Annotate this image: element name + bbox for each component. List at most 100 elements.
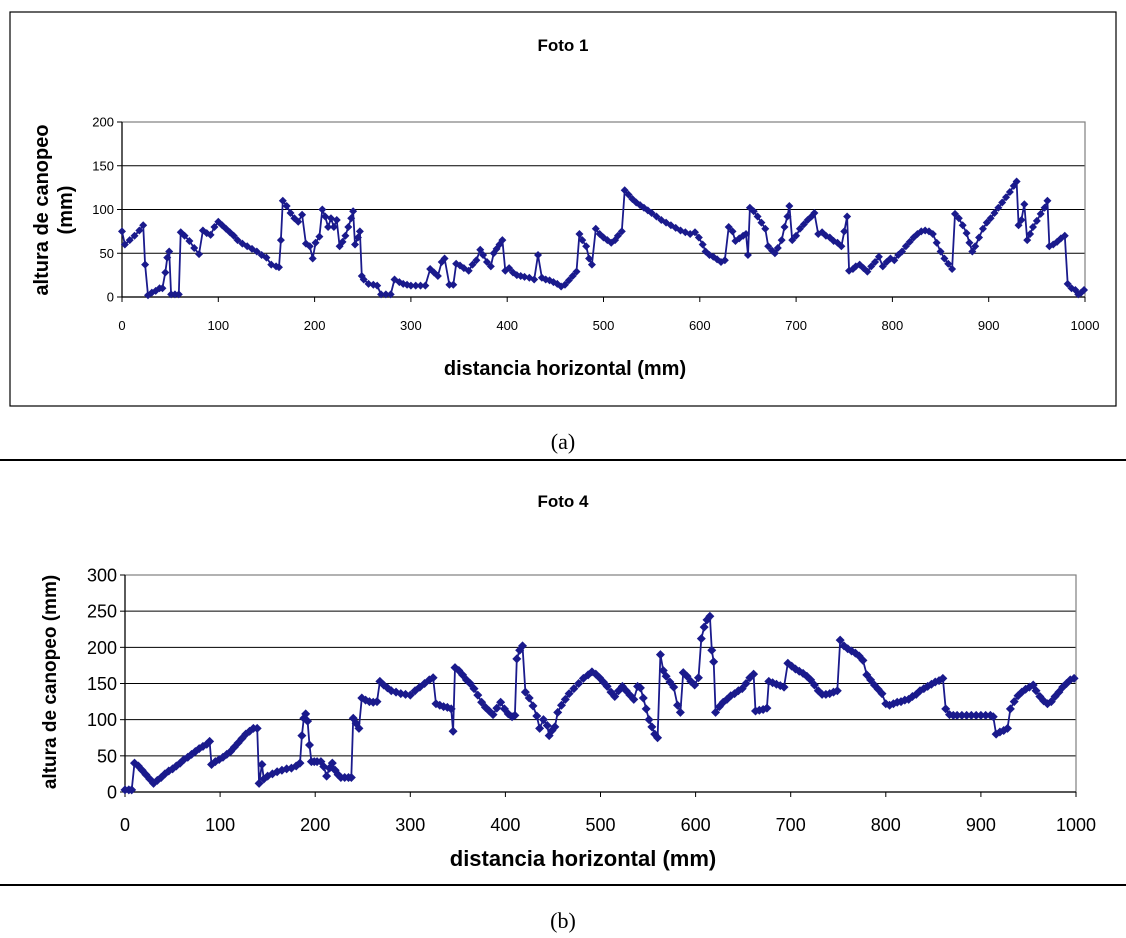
chart-b-data-point (322, 771, 332, 781)
chart-a-data-point (498, 236, 507, 245)
chart-a-data-point (468, 260, 477, 269)
chart-b-data-point (524, 693, 534, 703)
chart-b-x-tick-label: 200 (300, 815, 330, 835)
chart-b-y-tick-label: 50 (97, 746, 117, 766)
chart-a-data-point (878, 262, 887, 271)
chart-b-data-point (832, 686, 842, 696)
chart-a-data-point (944, 259, 953, 268)
chart-a-data-point (315, 232, 324, 241)
chart-a-data-point (1020, 200, 1029, 209)
chart-a-data-point (843, 212, 852, 221)
chart-b-data-point (661, 671, 671, 681)
chart-a-data-point (165, 247, 174, 256)
chart-a-data-point (724, 223, 733, 231)
chart-a-data-point (582, 242, 591, 251)
chart-a-data-point (958, 221, 967, 230)
chart-a-data-point (321, 212, 330, 221)
chart-a-data-point (742, 230, 751, 238)
chart-a-data-point (381, 290, 390, 299)
chart-b-data-point (469, 684, 479, 694)
chart-a-data-point (118, 227, 126, 236)
chart-a-data-point (928, 230, 937, 238)
chart-b-data-point (957, 710, 967, 720)
chart-a-data-point (433, 272, 442, 280)
chart-b-data-point (809, 680, 819, 690)
chart-a-data-point (840, 227, 849, 236)
chart-a-data-point (990, 209, 999, 217)
chart-b-x-tick-label: 500 (585, 815, 615, 835)
chart-b-data-point (542, 720, 552, 730)
chart-b-data-point (941, 704, 951, 714)
chart-a-x-tick-label: 200 (304, 318, 326, 333)
chart-b-data-point (446, 704, 456, 714)
chart-b-y-tick-label: 0 (107, 782, 117, 802)
chart-a-data-point (344, 223, 353, 231)
chart-a-data-point (534, 251, 543, 259)
chart-b-x-tick-label: 0 (120, 815, 130, 835)
chart-b-x-tick-label: 900 (966, 815, 996, 835)
chart-b-data-point (655, 650, 665, 660)
chart-a-data-point (901, 242, 910, 251)
chart-b-data-point (988, 712, 998, 722)
chart-a-data-point (788, 236, 797, 245)
chart-a-data-point (286, 209, 295, 217)
chart-b-data-point (693, 673, 703, 683)
chart-b-series-line (125, 613, 1075, 791)
chart-b-data-point (346, 773, 356, 783)
chart-a-data-point (770, 249, 779, 258)
chart-a-data-point (962, 229, 971, 238)
chart-a-data-point (810, 209, 819, 217)
chart-a-data-point (180, 231, 189, 240)
chart-b-data-point (492, 703, 502, 713)
chart-a-data-point (694, 233, 703, 242)
chart-a-data-point (440, 254, 449, 263)
chart-a-data-point (690, 228, 699, 237)
chart-a-data-point (568, 272, 577, 280)
chart-b-data-point (518, 641, 528, 651)
chart-a-data-point (749, 207, 758, 216)
chart-a-data-point (311, 238, 320, 247)
chart-a-data-point (874, 252, 883, 261)
chart-b-data-point (669, 682, 679, 692)
chart-a-data-point (373, 281, 382, 290)
chart-b-data-point (696, 634, 706, 644)
chart-a-data-point (975, 233, 984, 242)
chart-b-x-tick-label: 100 (205, 815, 235, 835)
chart-a-data-point (294, 217, 303, 226)
chart-a-x-tick-label: 900 (978, 318, 1000, 333)
chart-a-data-point (1063, 279, 1072, 288)
chart-a-data-point (890, 256, 899, 265)
chart-a-data-point (932, 238, 941, 247)
chart-a-x-tick-label: 100 (207, 318, 229, 333)
chart-b-data-point (711, 707, 721, 717)
chart-a-data-point (780, 223, 789, 231)
chart-a-data-point (351, 240, 360, 249)
chart-b-data-point (520, 687, 530, 697)
chart-a-data-point (130, 231, 139, 240)
chart-a-data-point (1036, 209, 1045, 218)
chart-b-x-tick-label: 700 (776, 815, 806, 835)
chart-b-data-point (303, 716, 313, 726)
chart-a-data-point (338, 237, 347, 246)
chart-a-data-point (720, 256, 729, 265)
chart-b-data-point (638, 693, 648, 703)
chart-a-data-point (572, 267, 581, 276)
chart-a-data-point (161, 268, 170, 277)
chart-a-data-point (777, 236, 786, 245)
chart-a-data-point (482, 258, 491, 266)
chart-a-data-point (158, 284, 167, 293)
chart-b-data-point (557, 700, 567, 710)
chart-a-x-tick-label: 600 (689, 318, 711, 333)
chart-a-data-point (233, 236, 242, 245)
chart-b-data-point (644, 715, 654, 725)
chart-a-data-point (341, 231, 350, 240)
chart-a-data-point (449, 280, 458, 289)
chart-a-y-tick-label: 150 (92, 158, 114, 173)
chart-b-data-point (962, 710, 972, 720)
chart-b-data-point (473, 690, 483, 700)
chart-b-data-point (1005, 704, 1015, 714)
chart-b-data-point (354, 723, 364, 733)
chart-a-data-point (472, 256, 481, 265)
chart-b-data-point (1009, 697, 1019, 707)
chart-a-data-point (406, 281, 415, 290)
